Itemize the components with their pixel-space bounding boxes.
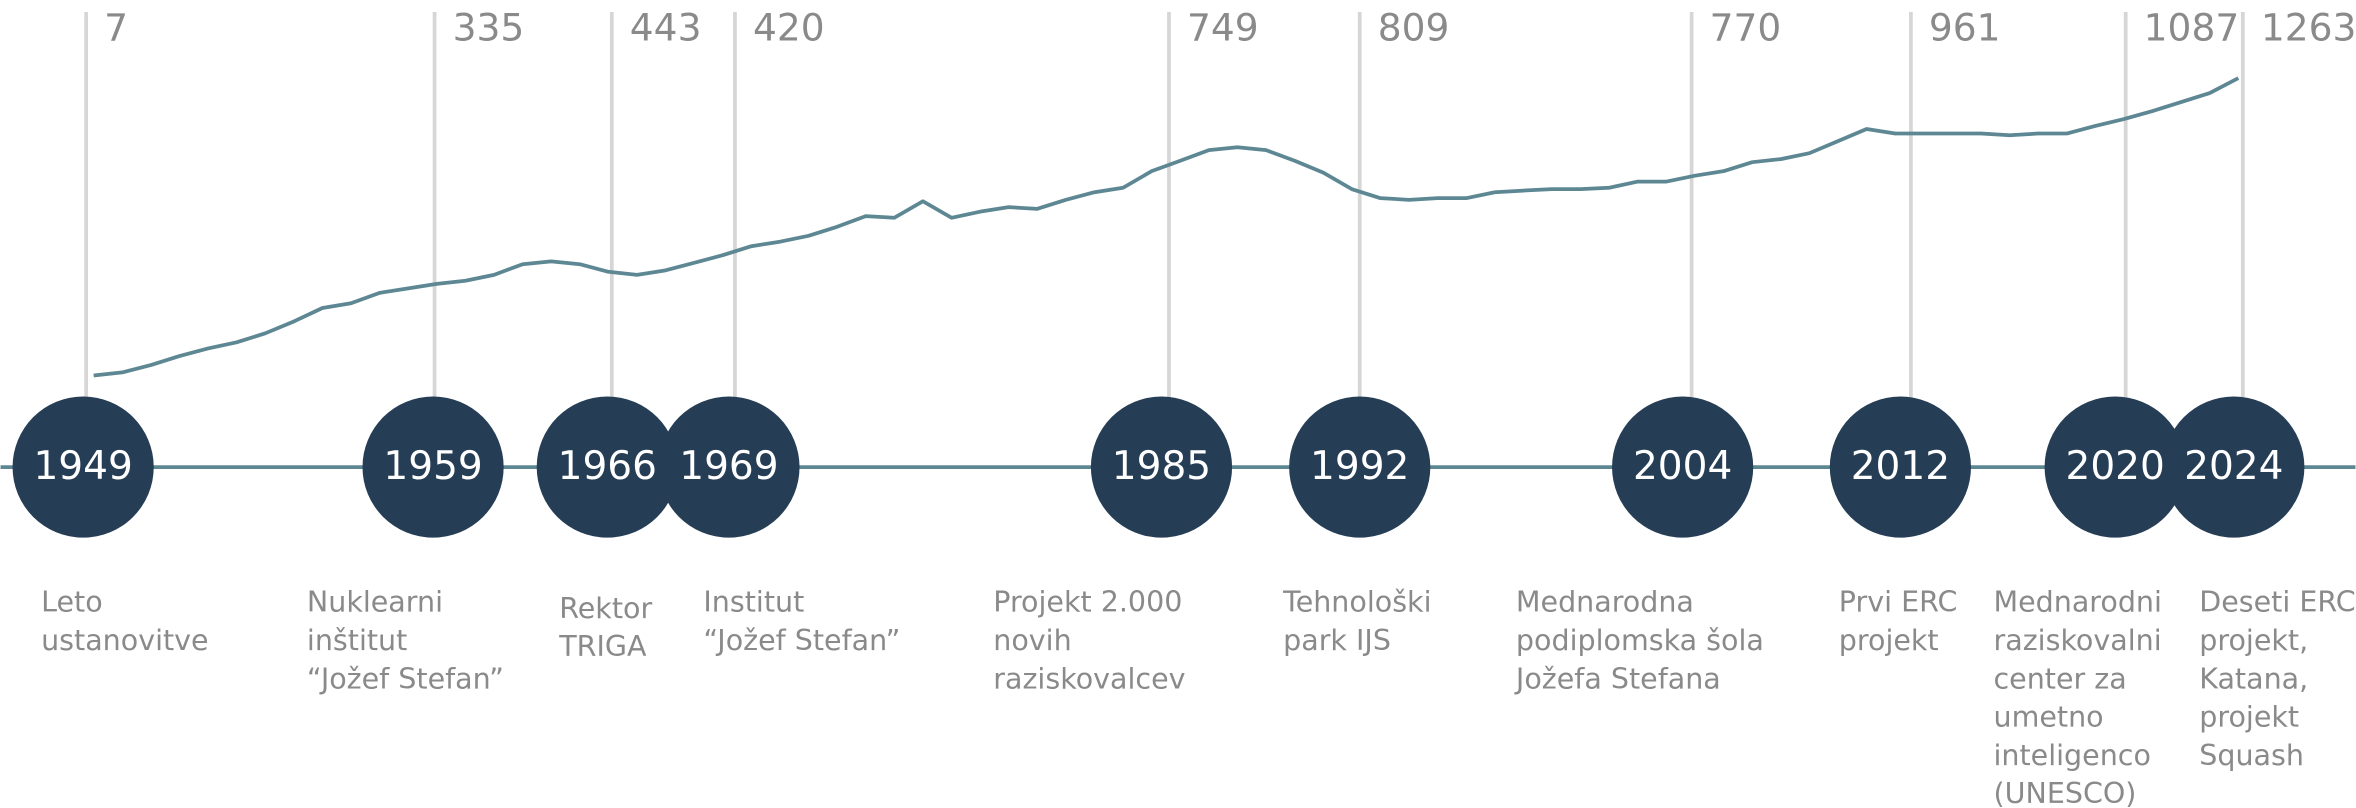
event-label: Nuklearni inštitut “Jožef Stefan” [307,586,504,696]
event-count: 749 [1187,6,1259,50]
event-count: 420 [753,6,825,50]
event-year: 1959 [383,444,482,489]
event-label-line: Leto [41,586,103,619]
event-count: 7 [104,6,128,50]
event-count: 335 [453,6,525,50]
event-label-line: podiplomska šola [1516,624,1764,657]
event-label-line: center za [1994,662,2127,695]
event-label-line: ustanovitve [41,624,209,657]
event-count: 443 [630,6,702,50]
event-label-line: Mednarodni [1994,586,2162,619]
event-circle [1090,396,1233,538]
event-year: 1966 [558,444,657,489]
event-year: 2020 [2065,444,2164,489]
event-label-line: inteligenco [1994,739,2151,772]
event-circle [2163,396,2305,538]
event-circle [2044,396,2186,538]
event-label-line: “Jožef Stefan” [307,662,504,695]
event-label: Rektor TRIGA [558,592,652,663]
event-year: 1949 [33,444,132,489]
event-label: Projekt 2.000 novih raziskovalcev [993,586,1185,696]
event-count: 1263 [2261,6,2356,50]
event-label-line: Nuklearni [307,586,443,619]
event-label-line: Rektor [559,592,652,625]
event-year: 1969 [679,444,778,489]
event-year: 1985 [1112,444,1211,489]
event-count: 961 [1929,6,2001,50]
event-circle [1829,396,1971,538]
event-circle [12,396,154,538]
event-label-line: park IJS [1283,624,1391,657]
event-label-line: Institut [703,586,804,619]
event-label-line: “Jožef Stefan” [703,624,900,657]
event-label-line: Prvi ERC [1839,586,1958,619]
event-label-line: Deseti ERC [2199,586,2355,619]
event-year: 2004 [1633,444,1732,489]
event-circle [1289,396,1431,538]
event-label: Institut “Jožef Stefan” [703,586,900,657]
event-count: 1087 [2144,6,2240,50]
event-label: Mednarodna podiplomska šola Jožefa Stefana [1514,586,1764,696]
event-year: 2024 [2184,444,2283,489]
event-label: Mednarodni raziskovalni center za umetno int… [1994,586,2162,808]
event-label: Leto ustanovitve [41,586,209,657]
event-count: 770 [1710,6,1782,50]
event-label-line: Jožefa Stefana [1514,662,1721,695]
event-year: 1992 [1310,444,1409,489]
event-label-line: novih [993,624,1071,657]
event-label: Deseti ERC projekt, Katana, projekt Squash [2199,586,2355,772]
event-circle [658,396,800,538]
event-label-line: projekt [2199,701,2299,734]
event-label-line: inštitut [307,624,407,657]
event-circle [362,396,504,538]
event-label-line: umetno [1994,701,2104,734]
event-label-line: Tehnološki [1282,586,1431,619]
event-label-line: Katana, [2199,662,2308,695]
event-label-line: projekt, [2199,624,2308,657]
event-label-line: raziskovalcev [993,662,1185,695]
event-label: Prvi ERC projekt [1839,586,1958,657]
event-label-line: Squash [2199,739,2304,772]
event-label-line: Mednarodna [1516,586,1694,619]
event-count: 809 [1378,6,1450,50]
event-label-line: (UNESCO) [1994,777,2137,808]
event-year: 2012 [1851,444,1950,489]
event-label-line: TRIGA [558,630,647,663]
event-label: Tehnološki park IJS [1282,586,1431,657]
event-circle [536,396,678,538]
event-label-line: Projekt 2.000 [993,586,1182,619]
staff-line [93,76,2240,378]
event-circle [1612,396,1754,538]
event-label-line: raziskovalni [1994,624,2162,657]
event-label-line: projekt [1839,624,1939,657]
